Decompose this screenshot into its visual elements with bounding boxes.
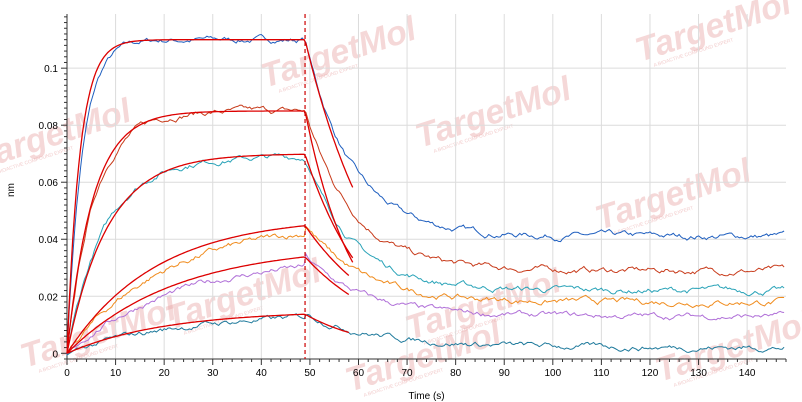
x-tick-label: 70 [402, 368, 414, 379]
x-tick-label: 50 [304, 368, 316, 379]
watermark-text: TargetMol [591, 151, 758, 237]
sensorgram-series-4 [66, 225, 785, 353]
x-tick-label: 120 [642, 368, 659, 379]
sensorgram-series-1 [66, 33, 785, 356]
fit-curve-6 [66, 313, 349, 354]
y-tick-label: 0.1 [44, 64, 58, 75]
x-tick-label: 30 [207, 368, 219, 379]
fit-curve-4 [66, 225, 350, 354]
sensorgram-series-2 [66, 104, 785, 352]
x-tick-label: 80 [450, 368, 462, 379]
y-tick-label: 0.06 [39, 178, 59, 189]
sensorgram-series-5 [66, 252, 785, 353]
sensorgram-series-3 [66, 153, 785, 354]
x-tick-label: 110 [593, 368, 609, 379]
grid-lines [67, 14, 786, 359]
watermark-text: TargetMol [161, 251, 328, 337]
watermark-text: TargetMol [411, 69, 578, 155]
x-tick-label: 90 [499, 368, 511, 379]
fit-curve-5 [66, 256, 350, 354]
y-tick-label: 0 [52, 349, 58, 360]
watermark-text: TargetMol [631, 0, 798, 70]
x-tick-label: 20 [159, 368, 171, 379]
x-axis-label: Time (s) [408, 391, 444, 402]
x-tick-label: 40 [256, 368, 268, 379]
fit-curve-1 [66, 39, 354, 354]
watermark-text: TargetMol [256, 9, 423, 95]
y-tick-label: 0.08 [39, 121, 59, 132]
y-tick-label: 0.02 [39, 292, 59, 303]
x-tick-label: 10 [110, 368, 122, 379]
x-tick-label: 100 [544, 368, 561, 379]
y-tick-label: 0.04 [39, 235, 59, 246]
sensorgram-series-6 [66, 313, 785, 356]
data-series [66, 33, 785, 356]
axes: 0 10 20 30 40 50 60 70 80 90 100 110 120 130 140 0 0.02 0… [39, 14, 787, 379]
x-tick-label: 140 [739, 368, 756, 379]
x-tick-label: 0 [64, 368, 70, 379]
y-axis-label: nm [6, 183, 17, 197]
x-tick-label: 60 [353, 368, 365, 379]
x-tick-label: 130 [690, 368, 707, 379]
